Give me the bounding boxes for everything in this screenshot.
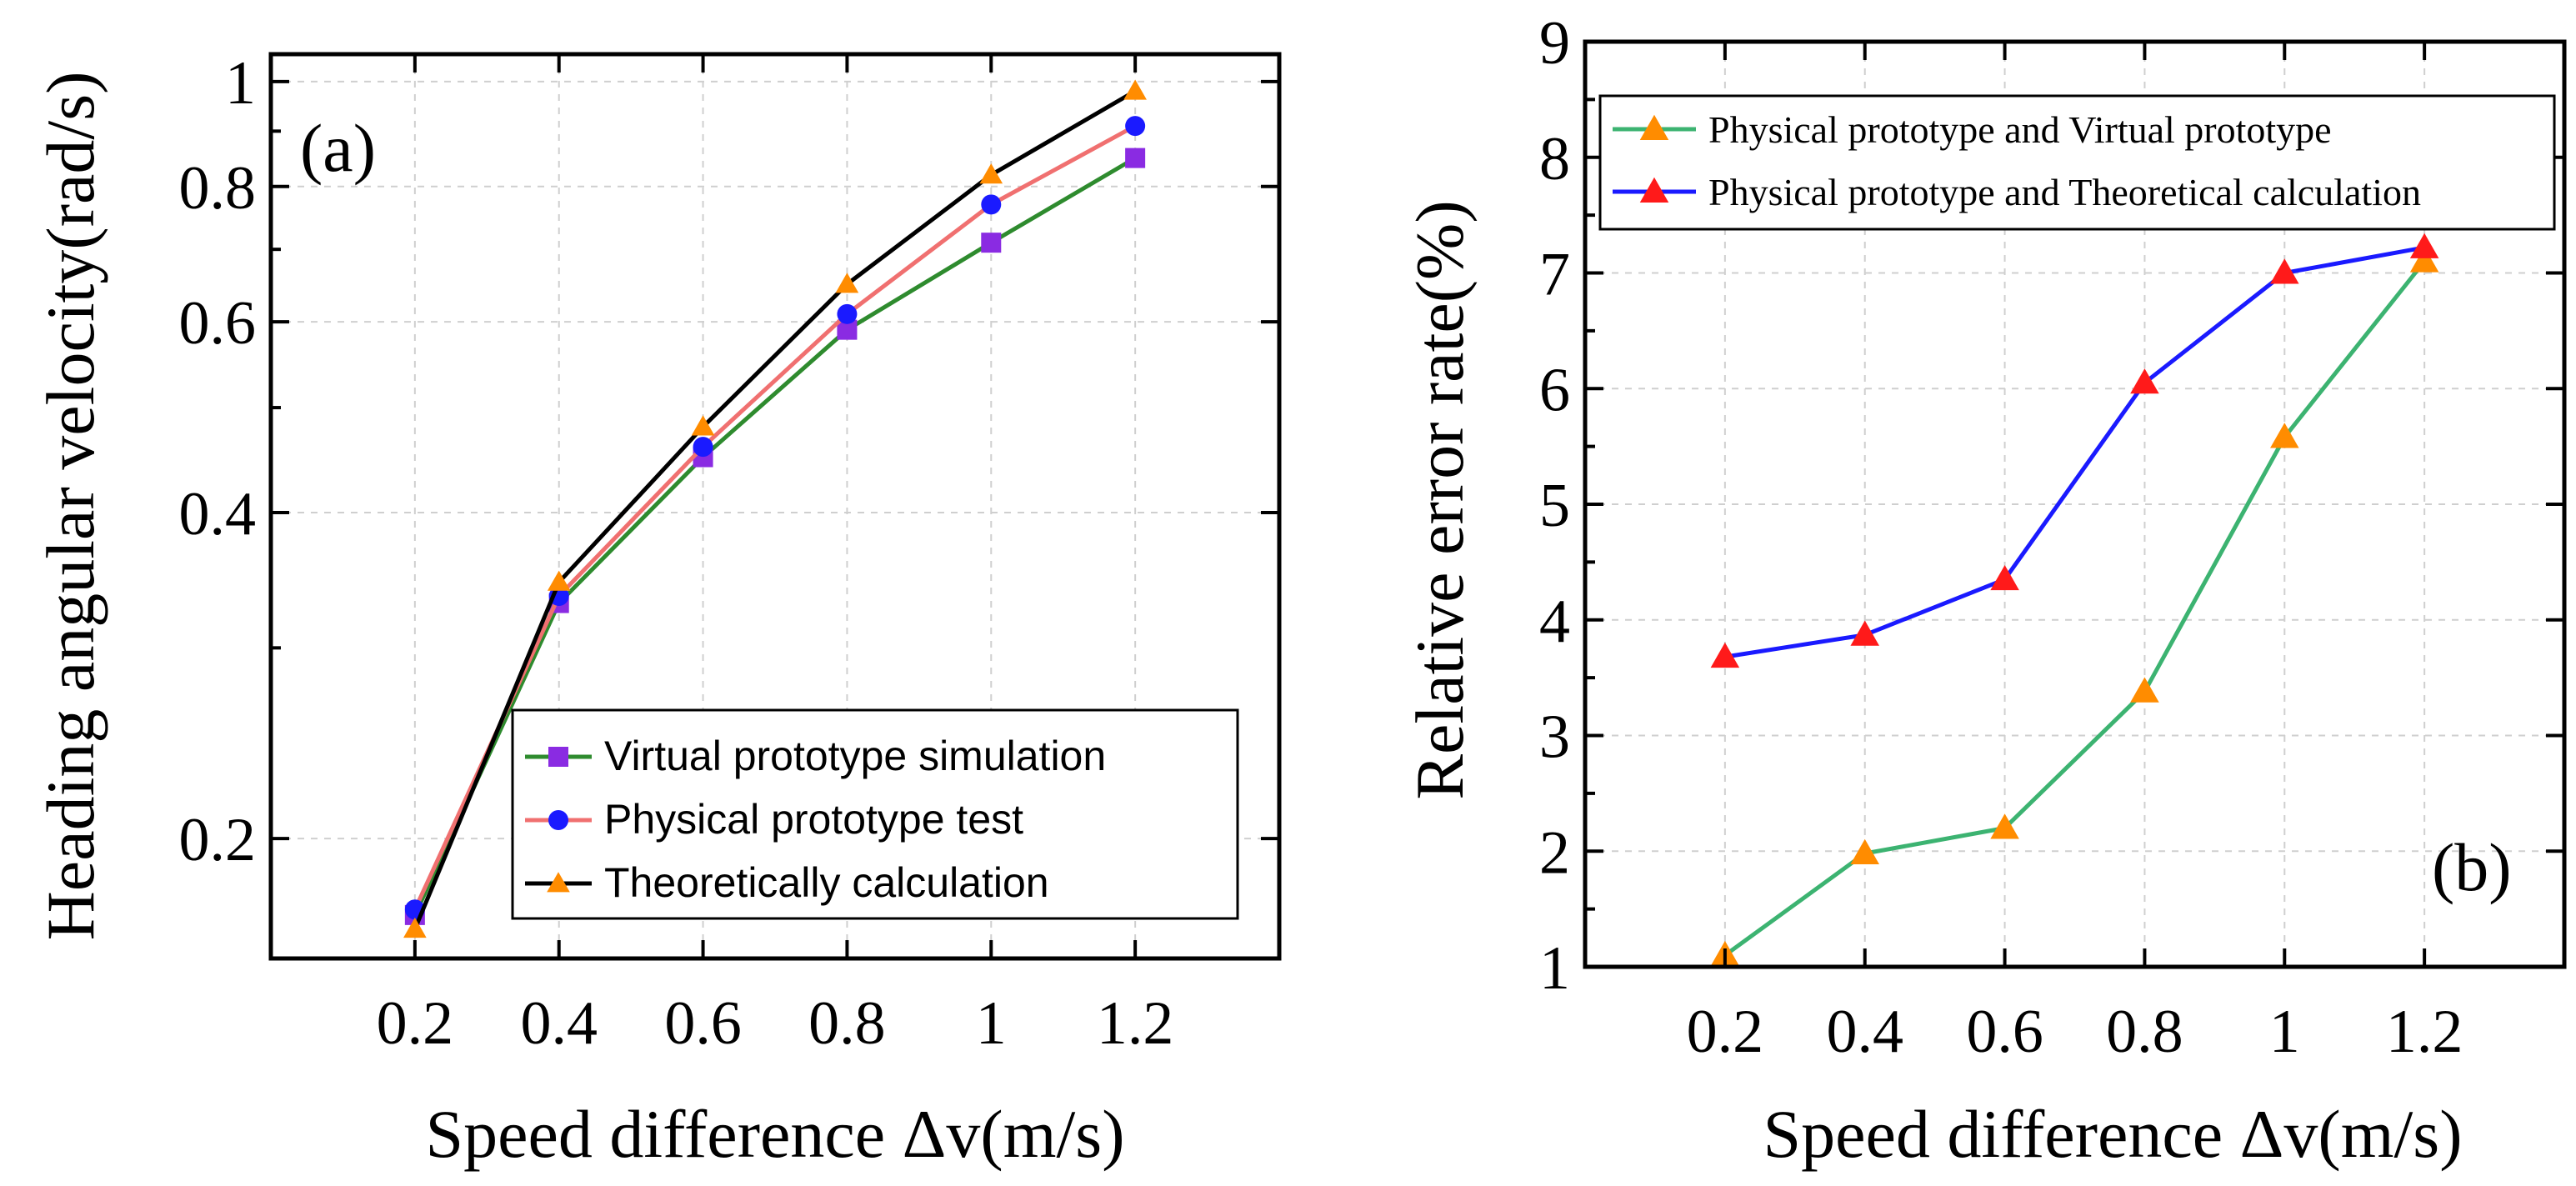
- data-point: [691, 415, 715, 436]
- x-tick-label: 0.8: [808, 989, 886, 1058]
- data-point: [1990, 813, 2019, 839]
- legend-box: [511, 708, 1239, 920]
- y-tick-label: 8: [1539, 125, 1570, 193]
- y-tick-label: 3: [1539, 703, 1570, 772]
- x-axis-title-a: Speed difference Δv(m/s): [425, 1096, 1124, 1172]
- data-point: [1123, 79, 1147, 100]
- data-point: [979, 163, 1003, 184]
- data-point: [2409, 233, 2439, 258]
- chart-panel-a: 0.2 0.4 0.6 0.8 1 1.2 0.2 0.4 0.6 0.8 1 (a) Speed …: [33, 49, 1282, 1172]
- data-point: [2270, 258, 2299, 284]
- legend-b: Physical prototype and Virtual prototype…: [1598, 94, 2556, 231]
- y-tick-label: 0.4: [179, 480, 257, 548]
- data-point: [2130, 677, 2159, 703]
- y-tick-label: 7: [1539, 241, 1570, 309]
- data-point: [981, 233, 1002, 253]
- chart-panel-b: 0.2 0.4 0.6 0.8 1 1.2 1 2 3 4 5 6 7 8 9 (b) Speed diff…: [1402, 9, 2567, 1172]
- legend-swatch-marker: [1639, 177, 1669, 203]
- x-tick-label: 0.6: [664, 989, 742, 1058]
- data-point: [2270, 423, 2299, 448]
- y-tick-label: 0.8: [179, 154, 257, 223]
- y-tick-label: 0.6: [179, 289, 257, 358]
- data-point: [1125, 116, 1146, 137]
- ticks-a: 0.2 0.4 0.6 0.8 1 1.2 0.2 0.4 0.6 0.8 1: [179, 49, 1279, 1058]
- x-tick-label: 0.2: [1687, 998, 1764, 1066]
- x-tick-label: 0.4: [520, 989, 598, 1058]
- legend-swatch-marker: [547, 872, 570, 893]
- data-point: [1710, 642, 1740, 668]
- y-axis-title-b: Relative error rate(%): [1402, 200, 1478, 799]
- y-tick-label: 0.2: [179, 806, 257, 874]
- legend-label: Theoretically calculation: [604, 859, 1049, 906]
- legend-label: Physical prototype and Theoretical calcu…: [1708, 171, 2421, 213]
- data-point: [693, 437, 713, 458]
- series-line: [413, 123, 1137, 911]
- data-point: [2130, 368, 2159, 394]
- x-tick-label: 1.2: [1097, 989, 1174, 1058]
- x-axis-title-b: Speed difference Δv(m/s): [1763, 1096, 2462, 1172]
- x-tick-label: 1: [976, 989, 1007, 1058]
- series-group-a: [403, 79, 1147, 938]
- data-point: [403, 917, 427, 938]
- series-group-b: [1710, 233, 2439, 967]
- data-point: [2409, 247, 2439, 273]
- legend-swatch-marker: [548, 810, 568, 830]
- y-tick-label: 6: [1539, 356, 1570, 424]
- panel-label-a: (a): [300, 110, 376, 186]
- x-tick-label: 1.2: [2386, 998, 2463, 1066]
- panel-label-b: (b): [2432, 829, 2512, 905]
- series-line: [1724, 245, 2425, 659]
- x-tick-label: 1: [2269, 998, 2300, 1066]
- y-tick-label: 1: [225, 49, 256, 118]
- legend-label: Physical prototype test: [604, 796, 1023, 843]
- y-tick-label: 9: [1539, 9, 1570, 78]
- y-tick-label: 5: [1539, 472, 1570, 540]
- legend-swatch-marker: [1639, 114, 1669, 140]
- series-line: [413, 156, 1137, 916]
- y-tick-label: 2: [1539, 818, 1570, 887]
- y-tick-label: 1: [1539, 934, 1570, 1003]
- plot-frame-a: [268, 52, 1282, 961]
- data-point: [837, 303, 858, 324]
- x-tick-label: 0.2: [377, 989, 454, 1058]
- x-tick-label: 0.8: [2106, 998, 2183, 1066]
- data-point: [835, 273, 859, 293]
- data-point: [547, 570, 571, 591]
- y-tick-label: 4: [1539, 588, 1570, 656]
- legend-label: Physical prototype and Virtual prototype: [1708, 108, 2332, 151]
- series-line: [1723, 260, 2427, 958]
- series-line: [413, 89, 1137, 930]
- legend-box: [1598, 94, 2556, 231]
- legend-a: Virtual prototype simulation Physical pro…: [511, 708, 1239, 920]
- x-tick-label: 0.6: [1966, 998, 2043, 1066]
- y-axis-title-a: Heading angular velocity(rad/s): [33, 72, 108, 941]
- data-point: [1125, 148, 1146, 168]
- data-point: [1990, 564, 2019, 591]
- legend-swatch-marker: [548, 747, 568, 767]
- x-tick-label: 0.4: [1826, 998, 1903, 1066]
- ticks-b: 0.2 0.4 0.6 0.8 1 1.2 1 2 3 4 5 6 7 8 9: [1539, 9, 2564, 1066]
- data-point: [981, 194, 1002, 215]
- data-point: [1850, 838, 1879, 864]
- data-point: [1850, 620, 1879, 646]
- legend-label: Virtual prototype simulation: [604, 733, 1106, 779]
